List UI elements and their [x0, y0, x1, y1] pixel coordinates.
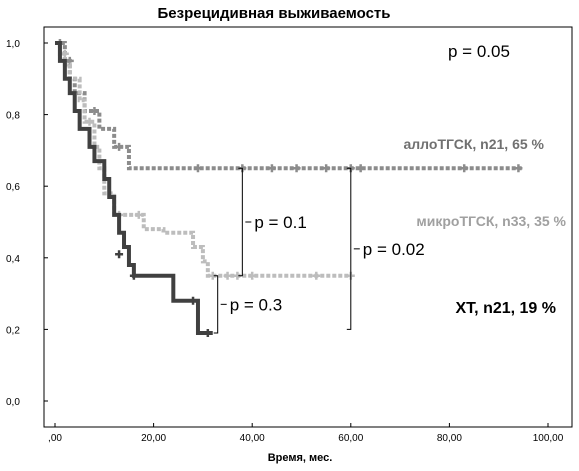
plot-area-frame [43, 26, 573, 428]
censor-mark [267, 164, 276, 173]
censor-mark [203, 328, 212, 337]
x-axis-label: Время, мес. [268, 452, 333, 464]
series-line-1 [55, 41, 351, 278]
x-tick-label: 40,00 [240, 433, 265, 444]
x-tick-label: 100,00 [533, 433, 564, 444]
censor-mark [115, 142, 124, 151]
chart-title: Безрецидивная выживаемость [158, 5, 391, 22]
censor-mark [356, 164, 365, 173]
axes: 0,0 0,2 0,4 0,6 0,8 1,0 ,00 20,00 40,00 60,00 80,0… [6, 39, 564, 444]
censor-mark [60, 49, 69, 58]
censor-mark [460, 164, 469, 173]
comparison-bracket [346, 167, 352, 330]
y-tick-label: 0,2 [6, 325, 20, 336]
x-tick-label: 20,00 [141, 433, 166, 444]
comparison-bracket [238, 167, 243, 277]
x-tick-label: 80,00 [437, 433, 462, 444]
overall-p-value: p = 0.05 [448, 42, 510, 61]
y-tick-label: 0,0 [6, 397, 20, 408]
series-line-2 [55, 41, 213, 335]
censor-mark [514, 164, 523, 173]
censor-mark [85, 117, 94, 126]
censor-mark [193, 164, 202, 173]
y-tick-label: 0,6 [6, 182, 20, 193]
series-label-xt: XT, n21, 19 % [456, 300, 557, 317]
series-label-micro: микроТГСК, n33, 35 % [416, 213, 566, 229]
x-tick-label: 60,00 [338, 433, 363, 444]
x-tick-label: ,00 [48, 433, 62, 444]
censor-mark [90, 107, 99, 116]
comparison-p-value: p = 0.1 [254, 213, 306, 232]
y-tick-label: 0,4 [6, 254, 20, 265]
series-label-allo: аллоТГСК, n21, 65 % [404, 136, 545, 152]
censor-mark [322, 164, 331, 173]
censor-mark [189, 296, 198, 305]
y-tick-label: 0,8 [6, 111, 20, 122]
censor-mark [115, 250, 124, 259]
censor-mark [134, 210, 143, 219]
survival-curves [55, 39, 524, 337]
comparison-p-value: p = 0.3 [230, 295, 282, 314]
censor-mark [248, 271, 257, 280]
censor-mark [223, 271, 232, 280]
comparison-brackets: p = 0.1 p = 0.02 p = 0.3 [213, 167, 425, 334]
comparison-p-value: p = 0.02 [363, 240, 425, 259]
y-tick-label: 1,0 [6, 39, 20, 50]
comparison-bracket [213, 275, 219, 334]
censor-mark [312, 271, 321, 280]
censor-mark [129, 271, 138, 280]
censor-mark [292, 164, 301, 173]
